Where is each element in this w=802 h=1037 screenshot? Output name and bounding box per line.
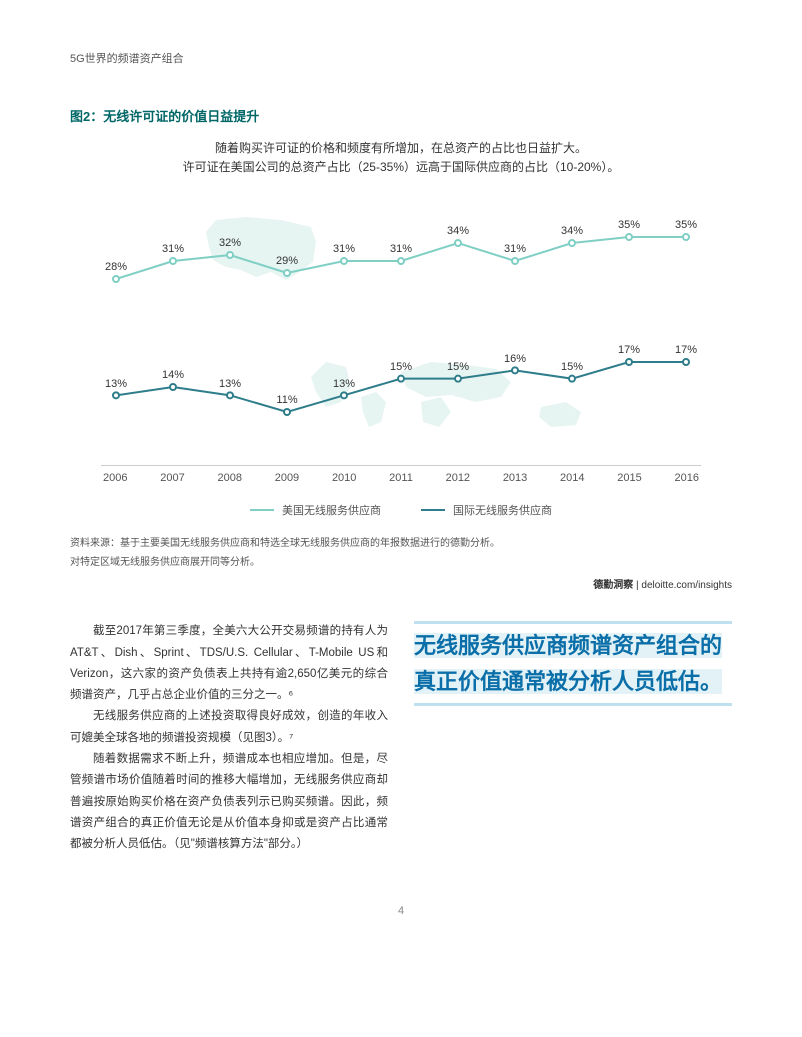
body-columns: 截至2017年第三季度，全美六大公开交易频谱的持有人为AT&T、Dish、Spr… (70, 621, 732, 855)
chart-marker (398, 376, 404, 382)
chart-x-axis-labels: 2006 2007 2008 2009 2010 2011 2012 2013 2014 2015… (101, 472, 701, 484)
x-axis-tick-label: 2007 (160, 472, 184, 484)
figure-desc-line1: 随着购买许可证的价格和频度有所增加，在总资产的占比也日益扩大。 (215, 141, 587, 155)
x-axis-tick-label: 2006 (103, 472, 127, 484)
chart-marker (683, 359, 689, 365)
chart-container: 28% 31% 32% 29% 31% 31% 34% 31% 34% 35% 35% 13% 14% 1… (101, 197, 701, 518)
figure-description: 随着购买许可证的价格和频度有所增加，在总资产的占比也日益扩大。 许可证在美国公司… (70, 139, 732, 177)
credit-url: deloitte.com/insights (641, 580, 732, 591)
chart-data-label: 15% (447, 361, 469, 373)
x-axis-tick-label: 2011 (389, 472, 413, 484)
chart-data-label: 28% (105, 261, 127, 273)
chart-marker (341, 258, 347, 264)
body-p1: 截至2017年第三季度，全美六大公开交易频谱的持有人为AT&T、Dish、Spr… (70, 621, 388, 706)
pullquote-column: 无线服务供应商频谱资产组合的真正价值通常被分析人员低估。 (414, 621, 732, 855)
page-header-title: 5G世界的频谱资产组合 (70, 50, 732, 66)
page-number: 4 (70, 905, 732, 917)
chart-axis-line (101, 465, 701, 466)
body-text-column: 截至2017年第三季度，全美六大公开交易频谱的持有人为AT&T、Dish、Spr… (70, 621, 388, 855)
chart-marker (398, 258, 404, 264)
chart-marker (683, 234, 689, 240)
legend-item-intl: 国际无线服务供应商 (421, 502, 552, 518)
chart-marker (512, 368, 518, 374)
x-axis-tick-label: 2012 (446, 472, 470, 484)
chart-data-label: 13% (105, 378, 127, 390)
chart-marker (284, 409, 290, 415)
chart-area: 28% 31% 32% 29% 31% 31% 34% 31% 34% 35% 35% 13% 14% 1… (101, 197, 701, 457)
chart-data-label: 31% (162, 243, 184, 255)
chart-data-label: 16% (504, 353, 526, 365)
chart-data-label: 31% (390, 243, 412, 255)
legend-label-intl: 国际无线服务供应商 (453, 502, 552, 518)
body-p2: 无线服务供应商的上述投资取得良好成效，创造的年收入可媲美全球各地的频谱投资规模（… (70, 706, 388, 749)
chart-marker (227, 393, 233, 399)
credit-bold: 德勤洞察 (593, 580, 633, 591)
chart-data-label: 31% (333, 243, 355, 255)
chart-marker (569, 240, 575, 246)
chart-marker (455, 240, 461, 246)
chart-marker (512, 258, 518, 264)
chart-data-label: 17% (618, 344, 640, 356)
x-axis-tick-label: 2008 (217, 472, 241, 484)
pullquote: 无线服务供应商频谱资产组合的真正价值通常被分析人员低估。 (414, 621, 732, 705)
legend-swatch-usa (250, 509, 274, 511)
legend-swatch-intl (421, 509, 445, 511)
x-axis-tick-label: 2016 (675, 472, 699, 484)
x-axis-tick-label: 2013 (503, 472, 527, 484)
chart-legend: 美国无线服务供应商 国际无线服务供应商 (101, 502, 701, 518)
chart-data-label: 11% (276, 394, 297, 406)
insights-credit: 德勤洞察 | deloitte.com/insights (70, 576, 732, 591)
chart-data-label: 13% (219, 378, 241, 390)
chart-marker (113, 276, 119, 282)
chart-marker (455, 376, 461, 382)
source-note-line1: 资料来源：基于主要美国无线服务供应商和特选全球无线服务供应商的年报数据进行的德勤… (70, 536, 732, 551)
x-axis-tick-label: 2014 (560, 472, 584, 484)
figure-label: 图2：无线许可证的价值日益提升 (70, 106, 732, 125)
chart-data-label: 15% (390, 361, 412, 373)
chart-marker (170, 258, 176, 264)
chart-marker (113, 393, 119, 399)
chart-data-label: 34% (447, 225, 469, 237)
figure-desc-line2: 许可证在美国公司的总资产占比（25-35%）远高于国际供应商的占比（10-20%… (183, 160, 620, 174)
chart-data-label: 15% (561, 361, 583, 373)
chart-data-label: 32% (219, 237, 241, 249)
chart-data-label: 35% (618, 219, 640, 231)
chart-marker (170, 384, 176, 390)
chart-marker (626, 234, 632, 240)
x-axis-tick-label: 2010 (332, 472, 356, 484)
chart-marker (626, 359, 632, 365)
chart-lines-svg (101, 197, 701, 457)
chart-data-label: 13% (333, 378, 355, 390)
x-axis-tick-label: 2015 (617, 472, 641, 484)
chart-data-label: 34% (561, 225, 583, 237)
chart-data-label: 17% (675, 344, 697, 356)
chart-marker (341, 393, 347, 399)
chart-data-label: 29% (276, 255, 298, 267)
figure-block: 图2：无线许可证的价值日益提升 随着购买许可证的价格和频度有所增加，在总资产的占… (70, 106, 732, 591)
x-axis-tick-label: 2009 (275, 472, 299, 484)
body-p3: 随着数据需求不断上升，频谱成本也相应增加。但是，尽管频谱市场价值随着时间的推移大… (70, 749, 388, 855)
chart-marker (227, 252, 233, 258)
legend-label-usa: 美国无线服务供应商 (282, 502, 381, 518)
source-note-line2: 对特定区域无线服务供应商展开同等分析。 (70, 555, 732, 570)
chart-data-label: 31% (504, 243, 526, 255)
chart-marker (569, 376, 575, 382)
chart-data-label: 35% (675, 219, 697, 231)
legend-item-usa: 美国无线服务供应商 (250, 502, 381, 518)
chart-data-label: 14% (162, 369, 184, 381)
chart-marker (284, 270, 290, 276)
